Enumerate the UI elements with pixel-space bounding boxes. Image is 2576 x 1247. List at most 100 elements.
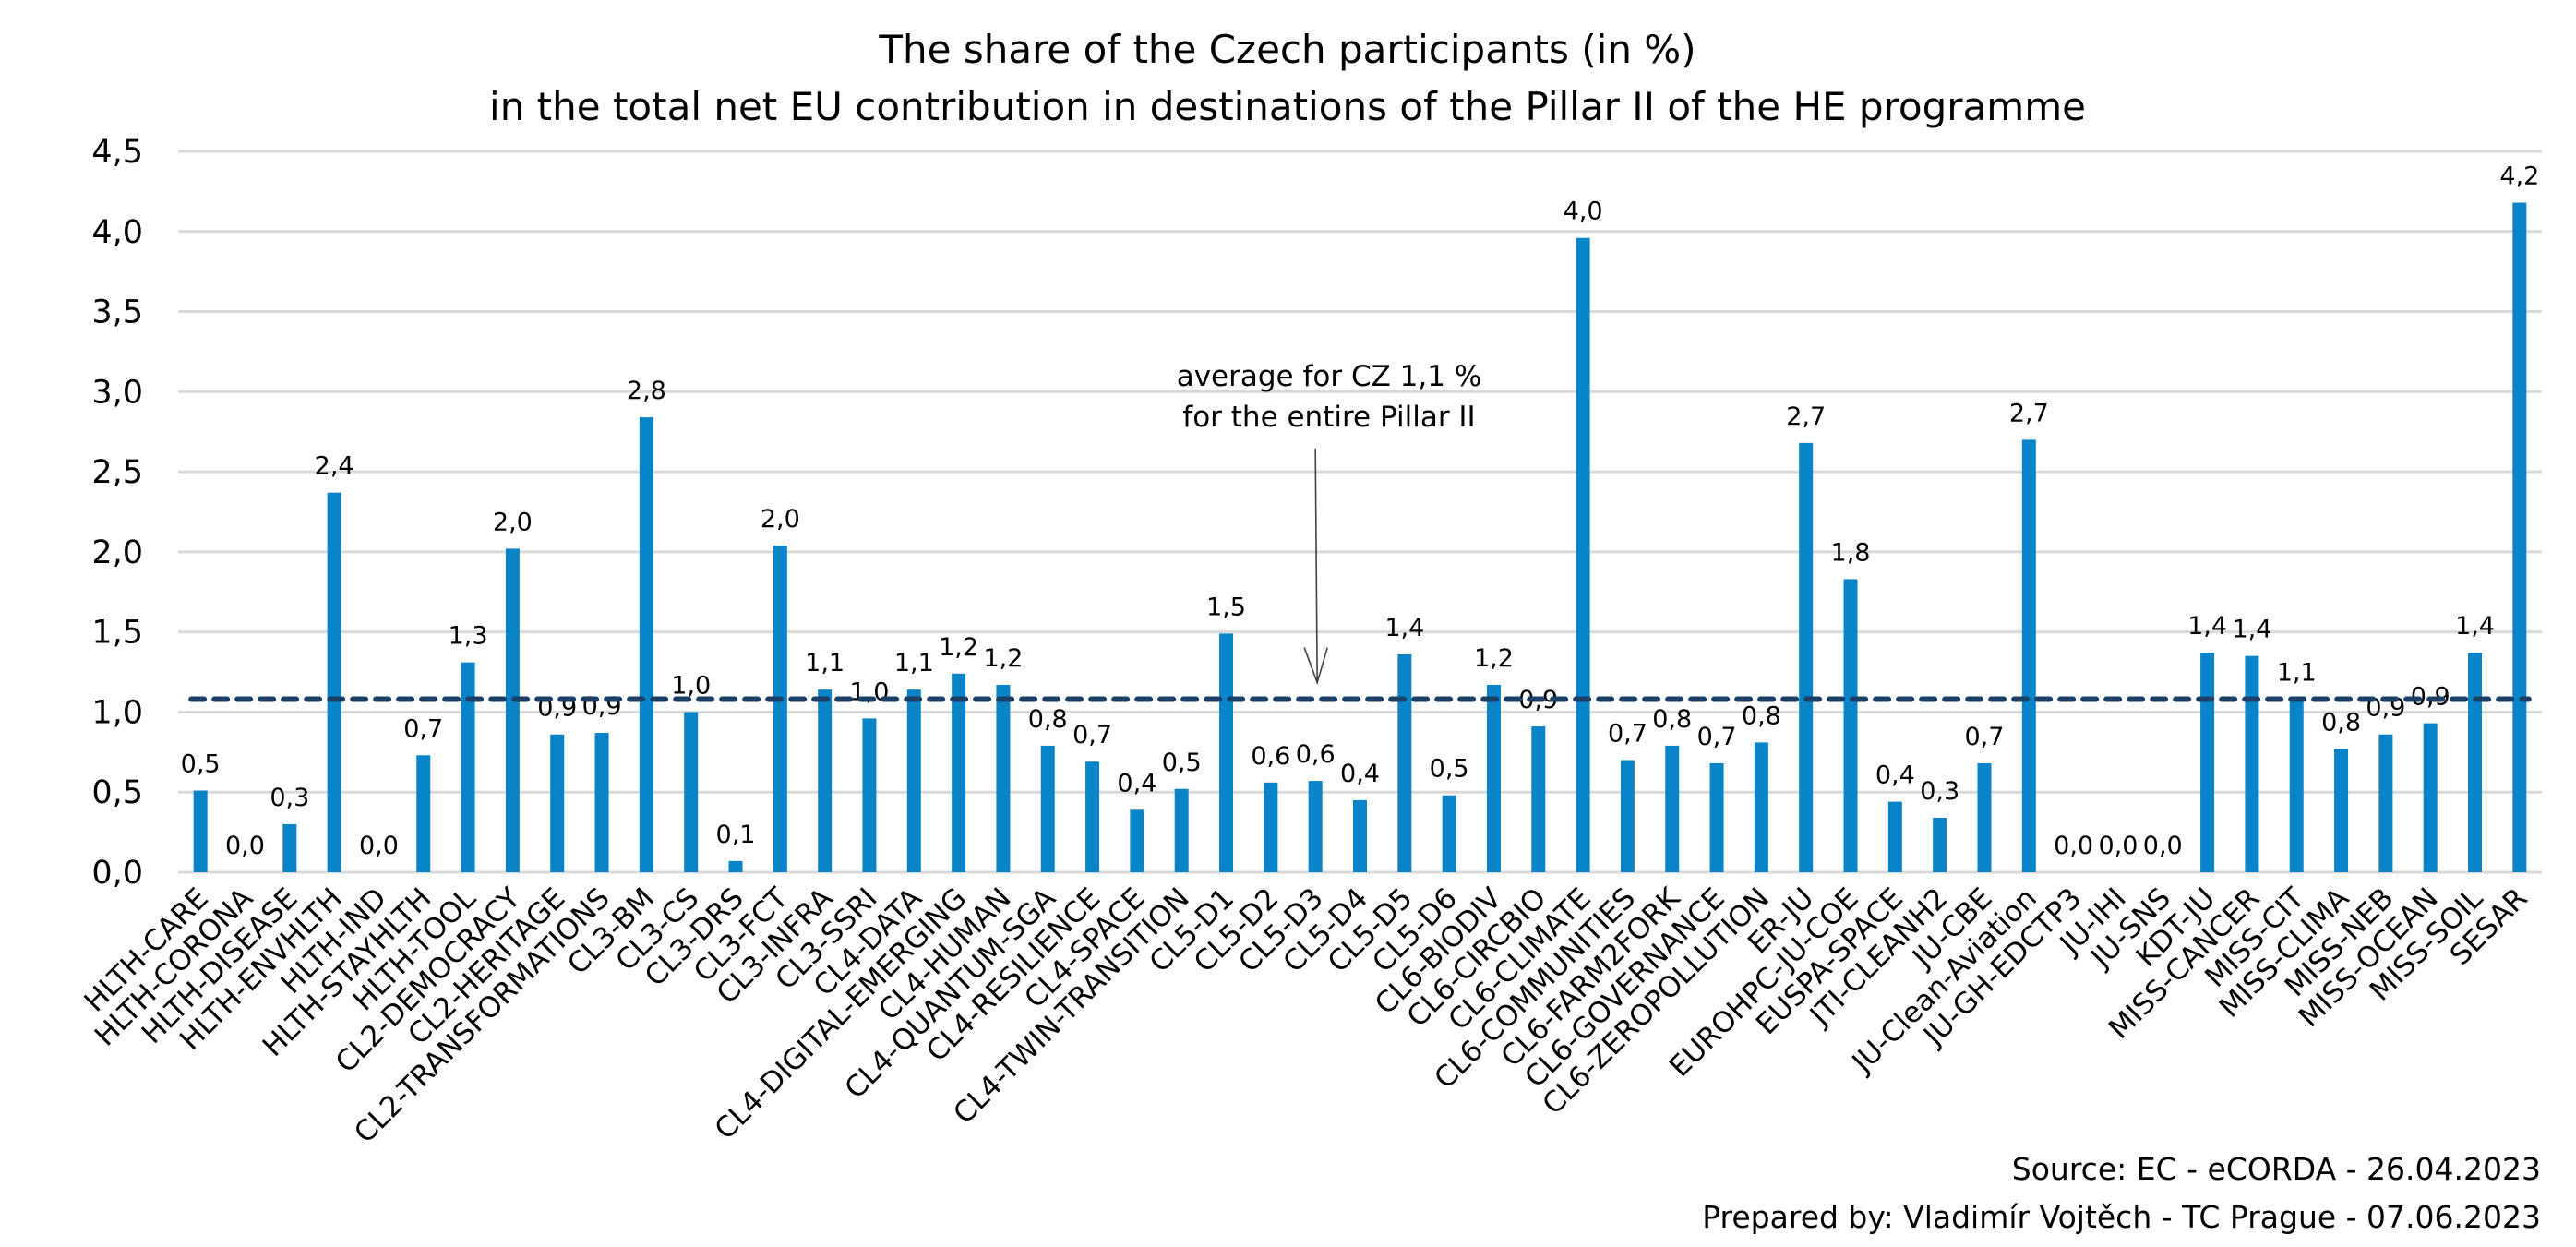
data-label: 0,7: [1072, 721, 1112, 749]
data-label: 2,0: [493, 508, 533, 536]
y-tick-label: 3,0: [91, 374, 143, 411]
x-axis-labels: HLTH-CAREHLTH-CORONAHLTH-DISEASEHLTH-ENV…: [78, 881, 2534, 1149]
bar: [1754, 742, 1768, 872]
bar: [1576, 237, 1590, 873]
y-tick-label: 1,0: [91, 694, 143, 731]
bar: [1040, 745, 1055, 872]
gridlines: [178, 150, 2542, 874]
data-label: 1,2: [1474, 644, 1514, 673]
data-label: 1,1: [894, 649, 934, 677]
data-label: 1,4: [1384, 614, 1424, 642]
annotation-arrow-shaft: [1314, 448, 1318, 683]
data-label: 0,8: [1742, 701, 1781, 730]
bar: [2289, 699, 2304, 872]
data-label: 0,3: [270, 784, 309, 812]
bar: [862, 718, 877, 872]
bar: [2245, 655, 2259, 872]
bar: [1799, 442, 1814, 872]
bar: [1843, 579, 1858, 872]
bar: [773, 545, 787, 872]
bar: [1977, 762, 1992, 872]
bar: [684, 712, 699, 872]
data-label: 1,8: [1831, 538, 1871, 567]
data-label: 4,2: [2499, 162, 2539, 191]
data-label: 2,8: [627, 377, 666, 405]
bar: [2200, 653, 2215, 872]
source-note: Source: EC - eCORDA - 26.04.2023: [2012, 1151, 2541, 1187]
data-label: 1,1: [805, 649, 845, 677]
data-label: 0,8: [2321, 708, 2361, 737]
bar: [996, 684, 1011, 872]
bar: [2468, 653, 2483, 872]
bar: [2423, 723, 2438, 872]
bar: [1308, 781, 1323, 872]
bar: [416, 755, 431, 872]
bar: [1887, 801, 1902, 872]
bar: [193, 790, 208, 872]
data-label: 0,0: [2098, 832, 2138, 860]
data-label: 2,0: [761, 505, 800, 534]
data-label: 0,7: [1608, 720, 1647, 749]
data-label: 0,6: [1251, 742, 1290, 771]
data-label: 0,7: [1965, 723, 2005, 751]
data-label: 2,7: [2009, 399, 2049, 427]
data-label: 2,4: [315, 452, 354, 481]
bar: [1174, 788, 1189, 872]
bar: [1442, 795, 1456, 872]
bar: [2378, 734, 2393, 872]
annotation-line-1: average for CZ 1,1 %: [1177, 360, 1482, 393]
data-label: 0,8: [1652, 705, 1692, 734]
data-label: 0,1: [716, 821, 756, 849]
data-label: 0,0: [2054, 832, 2093, 860]
data-label: 1,0: [849, 677, 889, 706]
y-axis-ticks: 0,0 0,5 1,0 1,5 2,0 2,5 3,0 3,5 4,0 4,5: [91, 134, 143, 892]
data-label: 0,3: [1920, 777, 1959, 806]
bar: [1353, 799, 1367, 872]
data-label: 0,5: [1162, 749, 1202, 777]
average-annotation: average for CZ 1,1 % for the entire Pill…: [1177, 360, 1482, 686]
chart-title: The share of the Czech participants (in …: [489, 27, 2086, 129]
annotation-arrow-head: [1303, 647, 1328, 686]
data-label: 0,0: [225, 832, 265, 860]
data-label: 0,4: [1875, 761, 1915, 790]
bar: [1085, 761, 1100, 872]
annotation-line-2: for the entire Pillar II: [1182, 401, 1475, 434]
bar: [282, 823, 297, 872]
data-label: 1,2: [983, 644, 1023, 673]
bar: [1709, 762, 1724, 872]
bar: [461, 662, 475, 872]
bar: [550, 734, 565, 872]
data-label: 0,7: [403, 714, 443, 743]
bar: [1264, 782, 1278, 872]
data-label: 4,0: [1564, 198, 1603, 226]
data-label: 1,2: [939, 633, 978, 662]
y-tick-label: 4,0: [91, 214, 143, 251]
bar: [1531, 726, 1546, 872]
bar: [639, 417, 653, 872]
data-label: 1,5: [1206, 593, 1246, 621]
bar: [594, 733, 609, 872]
bar: [1397, 653, 1412, 872]
data-label: 0,4: [1117, 769, 1156, 797]
bar: [327, 492, 341, 872]
y-tick-label: 2,0: [91, 534, 143, 571]
data-label: 2,7: [1786, 402, 1826, 431]
bar: [2334, 749, 2349, 872]
bar: [1933, 817, 1947, 872]
bar: [728, 860, 743, 872]
y-tick-label: 0,5: [91, 774, 143, 811]
bar: [1219, 633, 1234, 872]
data-label: 0,7: [1697, 723, 1737, 751]
bars: [193, 202, 2527, 873]
y-tick-label: 1,5: [91, 615, 143, 652]
bar: [1620, 760, 1635, 872]
y-tick-label: 3,5: [91, 294, 143, 331]
data-label: 0,0: [2143, 832, 2183, 860]
data-label: 0,6: [1296, 740, 1336, 769]
footer: Source: EC - eCORDA - 26.04.2023 Prepare…: [1702, 1151, 2541, 1235]
data-label: 0,5: [181, 749, 221, 778]
chart-title-line-1: The share of the Czech participants (in …: [878, 27, 1695, 72]
y-tick-label: 2,5: [91, 454, 143, 491]
data-label: 1,4: [2232, 616, 2271, 644]
data-label: 0,0: [359, 832, 399, 860]
